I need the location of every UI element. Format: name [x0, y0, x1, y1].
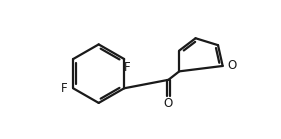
Text: F: F [124, 61, 131, 74]
Text: O: O [227, 59, 237, 72]
Text: F: F [61, 82, 67, 95]
Text: O: O [164, 97, 173, 110]
